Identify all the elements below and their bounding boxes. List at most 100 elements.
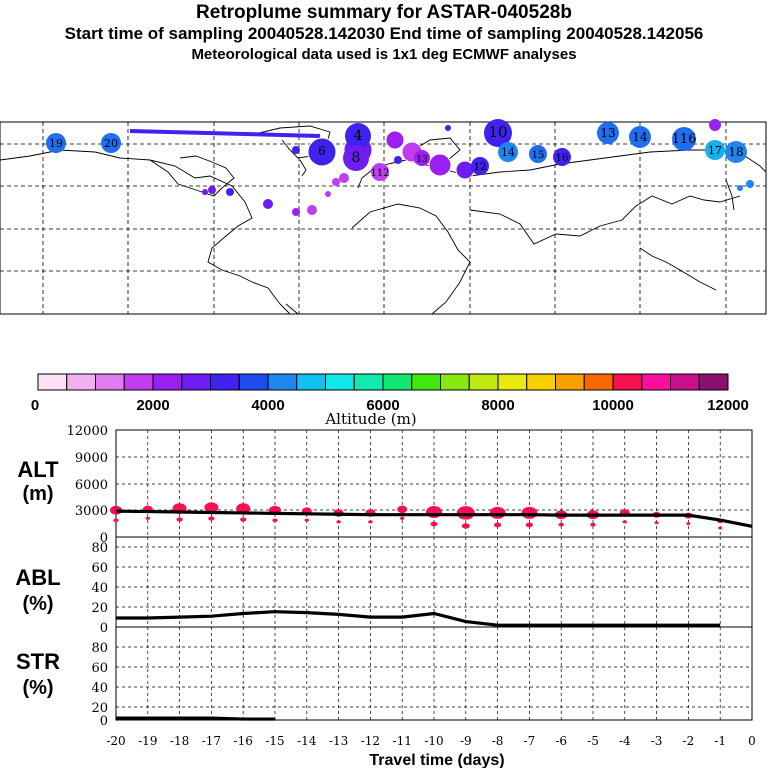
chart-panel-alt: 12000 9000 6000 3000 0 ALT(m) <box>17 424 753 546</box>
plume-cluster-marker-secondary <box>145 516 151 520</box>
x-tick-label: -3 <box>651 734 663 748</box>
series-line-alt <box>115 509 753 528</box>
trajectory-day-label: 14 <box>632 130 648 144</box>
colorbar-tick-label: 12000 <box>707 397 749 414</box>
plume-cluster-marker-secondary <box>368 520 373 524</box>
colorbar-swatch <box>353 373 384 391</box>
x-tick-label: -4 <box>619 734 631 748</box>
trajectory-position-dot <box>553 148 571 166</box>
altitude-colorbar: 0 2000 4000 6000 8000 10000 12000 Altitude (m) <box>31 373 749 428</box>
trajectory-position-dot <box>672 127 696 151</box>
trajectory-label-marker: 10 <box>484 119 512 147</box>
y-tick-label: 60 <box>91 661 108 676</box>
chart-title: Retroplume summary for ASTAR-040528b <box>196 2 572 23</box>
colorbar-swatch <box>325 373 355 391</box>
x-tick-label: 0 <box>748 734 756 748</box>
y-tick-label: 40 <box>91 581 108 596</box>
y-tick-label: 20 <box>91 701 108 716</box>
panel-title: STR <box>16 649 60 674</box>
trajectory-label-marker: 13 <box>414 150 430 166</box>
trajectory-day-label: 12 <box>474 162 487 173</box>
colorbar-swatch <box>382 373 413 391</box>
trajectory-day-label: 6 <box>318 144 326 158</box>
trajectory-day-label: 16 <box>556 153 569 164</box>
trajectory-label-marker: 6 <box>311 140 333 162</box>
colorbar-swatch <box>468 373 499 391</box>
colorbar-swatch <box>670 373 700 391</box>
trajectory-day-label: 17 <box>708 144 722 157</box>
x-tick-label: -18 <box>170 734 189 748</box>
y-tick-label: 0 <box>100 714 108 729</box>
plume-cluster-marker-secondary <box>304 518 310 522</box>
y-tick-label: 9000 <box>75 451 108 466</box>
x-tick-label: -5 <box>587 734 599 748</box>
x-tick-label: -20 <box>106 734 125 748</box>
colorbar-swatch <box>210 373 240 391</box>
plume-cluster-marker-secondary <box>686 522 691 526</box>
trajectory-day-label: 116 <box>672 132 697 147</box>
trajectory-position-dot <box>629 126 651 148</box>
y-tick-label: 0 <box>100 531 108 546</box>
trajectory-map: 19 20 6 4 8 10 13 14 116 17 18 14 15 16 12 13 112 <box>0 119 767 315</box>
panel-title: ALT <box>17 457 59 482</box>
chart-panel-str: 80 60 40 200 STR (%) <box>16 626 753 729</box>
trajectory-day-label: 112 <box>370 168 389 179</box>
trajectory-position-dot <box>484 119 512 147</box>
trajectory-day-label: 15 <box>532 150 545 161</box>
plume-cluster-marker-secondary <box>558 522 564 527</box>
trajectory-label-marker: 20 <box>101 133 121 153</box>
trajectory-position-dot <box>345 123 371 149</box>
colorbar-swatch <box>583 373 614 391</box>
trajectory-position-dot <box>529 145 547 163</box>
colorbar-swatch <box>411 373 441 391</box>
colorbar-swatch <box>66 373 96 391</box>
trajectory-label-marker: 14 <box>629 126 651 148</box>
trajectory-label-marker: 4 <box>345 123 371 149</box>
trajectory-label-marker: 112 <box>370 163 390 181</box>
colorbar-swatch <box>238 373 269 391</box>
x-tick-label: -13 <box>329 734 348 748</box>
plume-cluster-marker-secondary <box>240 517 247 522</box>
plume-cluster-marker-secondary <box>718 526 723 530</box>
met-data-note: Meteorological data used is 1x1 deg ECMW… <box>191 46 577 63</box>
colorbar-swatch <box>440 373 470 391</box>
trajectory-position-dot <box>705 140 725 160</box>
trajectory-position-dot <box>725 141 747 163</box>
colorbar-tick-label: 0 <box>31 397 39 414</box>
trajectory-label-marker: 18 <box>725 141 747 163</box>
plume-cluster-marker-secondary <box>494 522 502 528</box>
colorbar-swatch <box>123 373 154 391</box>
series-line-str <box>116 716 275 721</box>
x-tick-label: -17 <box>202 734 221 748</box>
trajectory-day-label: 13 <box>416 155 428 165</box>
trajectory-label-marker: 19 <box>46 133 66 153</box>
trajectory-day-label: 19 <box>49 137 63 150</box>
trajectory-label-marker: 16 <box>553 148 571 166</box>
trajectory-position-dot <box>597 122 619 144</box>
panel-unit-label: (%) <box>22 593 53 615</box>
plume-cluster-marker-secondary <box>208 516 215 521</box>
colorbar-swatch <box>37 373 68 391</box>
trajectory-day-label: 13 <box>600 126 615 140</box>
x-tick-label: -16 <box>234 734 253 748</box>
plume-cluster-marker-secondary <box>430 521 438 527</box>
colorbar-tick-label: 2000 <box>136 397 169 414</box>
panel-unit-label: (%) <box>22 677 53 699</box>
x-tick-label: -1 <box>714 734 726 748</box>
x-tick-label: -7 <box>524 734 536 748</box>
colorbar-swatch <box>296 373 326 391</box>
colorbar-swatch <box>612 373 643 391</box>
x-tick-label: -6 <box>555 734 567 748</box>
trajectory-position-dot <box>343 145 369 171</box>
y-tick-label: 40 <box>91 681 108 696</box>
colorbar-swatch <box>641 373 671 391</box>
colorbar-swatch <box>526 373 556 391</box>
trajectory-label-marker: 15 <box>529 145 547 163</box>
y-tick-label: 6000 <box>75 478 108 493</box>
trajectory-position-dot <box>471 157 489 175</box>
x-tick-label: -12 <box>361 734 380 748</box>
series-line-abl <box>116 610 721 627</box>
plume-cluster-marker-secondary <box>336 520 341 524</box>
trajectory-day-label: 20 <box>104 137 118 150</box>
colorbar-swatch <box>555 373 585 391</box>
